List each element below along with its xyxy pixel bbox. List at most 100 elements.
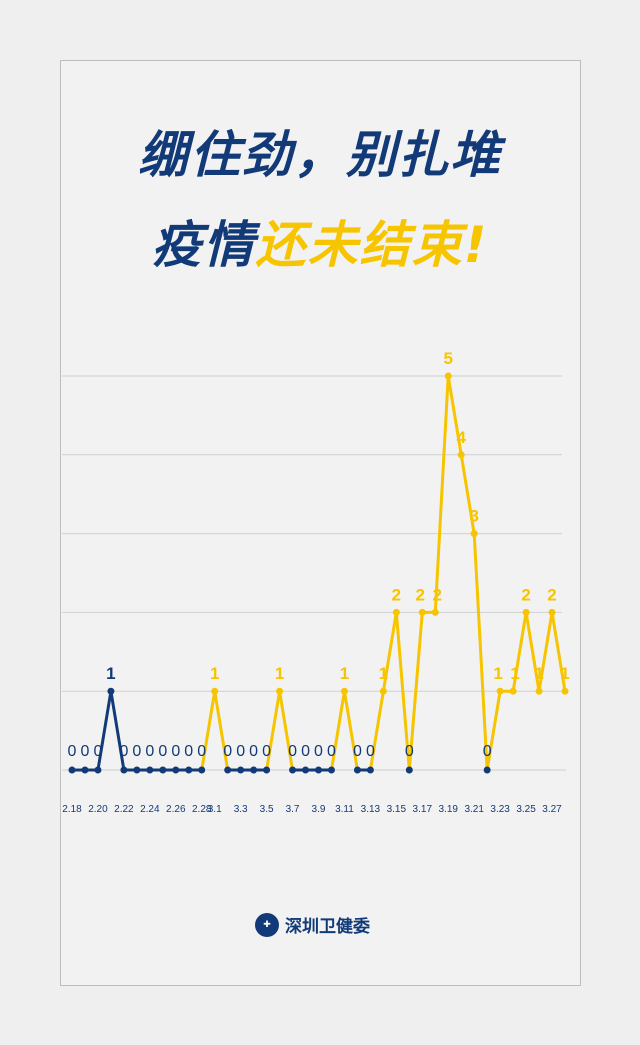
data-point [392,608,400,616]
data-label: 0 [223,743,232,760]
data-point [405,766,413,774]
data-point [68,766,76,774]
data-label: 0 [262,743,271,760]
data-label: 0 [483,743,492,760]
series-segment [265,689,282,772]
series-segment [213,689,230,772]
data-label: 0 [93,743,102,760]
data-point [107,687,115,695]
data-label: 1 [510,664,519,683]
series-segment [511,610,528,693]
data-point [198,766,206,774]
data-point [483,766,491,774]
subheadline: 疫情还未结束! [0,215,640,275]
data-label: 2 [392,585,401,604]
x-tick-label: 2.28 [192,804,212,815]
x-tick-label: 3.23 [490,804,510,815]
data-point [561,687,569,695]
data-label: 0 [236,743,245,760]
series-segment [524,610,541,693]
data-label: 2 [433,585,442,604]
data-point [496,687,504,695]
data-label: 3 [469,507,478,526]
data-label: 0 [249,743,258,760]
subheadline-highlight: 还未结束! [255,216,489,274]
series-segment [342,689,359,772]
data-label: 1 [560,664,569,683]
data-label: 2 [547,585,556,604]
series-segment [459,453,476,536]
x-tick-label: 2.22 [114,804,134,815]
data-label: 0 [81,743,90,760]
series-segment [407,610,424,772]
data-point [470,530,478,538]
data-label: 0 [314,743,323,760]
data-label: 1 [275,664,284,683]
data-label: 0 [327,743,336,760]
data-point [444,372,452,380]
x-tick-label: 3.21 [464,804,484,815]
x-tick-label: 3.11 [335,804,354,815]
series-segment [109,689,126,772]
series-segment [200,689,217,772]
series-segment [485,689,502,772]
x-tick-label: 2.20 [88,804,108,815]
x-tick-label: 3.9 [312,804,326,815]
data-label: 0 [301,743,310,760]
series-segment [472,532,489,772]
data-label: 0 [145,743,154,760]
x-tick-label: 3.5 [260,804,274,815]
series-segment [381,610,398,693]
data-point [237,766,245,774]
data-point [366,766,374,774]
series-segment [329,689,346,772]
data-label: 1 [210,664,219,683]
data-point [548,608,556,616]
data-label: 1 [534,664,543,683]
series-segment [96,689,113,772]
poster-card [60,60,581,986]
data-point [146,766,154,774]
x-tick-label: 2.26 [166,804,186,815]
x-tick-label: 3.27 [542,804,562,815]
data-label: 0 [366,743,375,760]
data-label: 1 [106,664,115,683]
data-point [211,687,219,695]
footer-logo: ✚ 深圳卫健委 [255,912,370,937]
series-segment [537,610,554,693]
data-label: 0 [158,743,167,760]
data-point [172,766,180,774]
data-point [457,451,465,459]
data-point [120,766,128,774]
data-point [418,608,426,616]
x-tick-label: 3.7 [286,804,300,815]
series-segment [368,689,385,772]
emblem-icon: ✚ [255,912,279,937]
data-point [159,766,167,774]
data-point [133,766,141,774]
x-tick-label: 2.18 [62,804,82,815]
series-segment [433,374,450,614]
data-label: 0 [288,743,297,760]
data-point [315,766,322,774]
data-point [522,608,530,616]
data-point [431,608,439,616]
x-tick-label: 3.25 [516,804,536,815]
x-tick-label: 2.24 [140,804,160,815]
data-point [263,766,271,774]
x-tick-label: 3.13 [361,804,381,815]
x-tick-label: 3.17 [413,804,433,815]
org-name: 深圳卫健委 [285,917,370,937]
data-label: 5 [444,349,453,368]
data-point [340,687,348,695]
series-segment [550,610,567,693]
data-point [353,766,361,774]
data-point [276,687,284,695]
x-tick-label: 3.1 [208,804,222,815]
data-label: 4 [456,428,466,447]
data-point [535,687,543,695]
series-segment [446,374,463,457]
data-point [379,687,387,695]
data-label: 1 [379,664,388,683]
